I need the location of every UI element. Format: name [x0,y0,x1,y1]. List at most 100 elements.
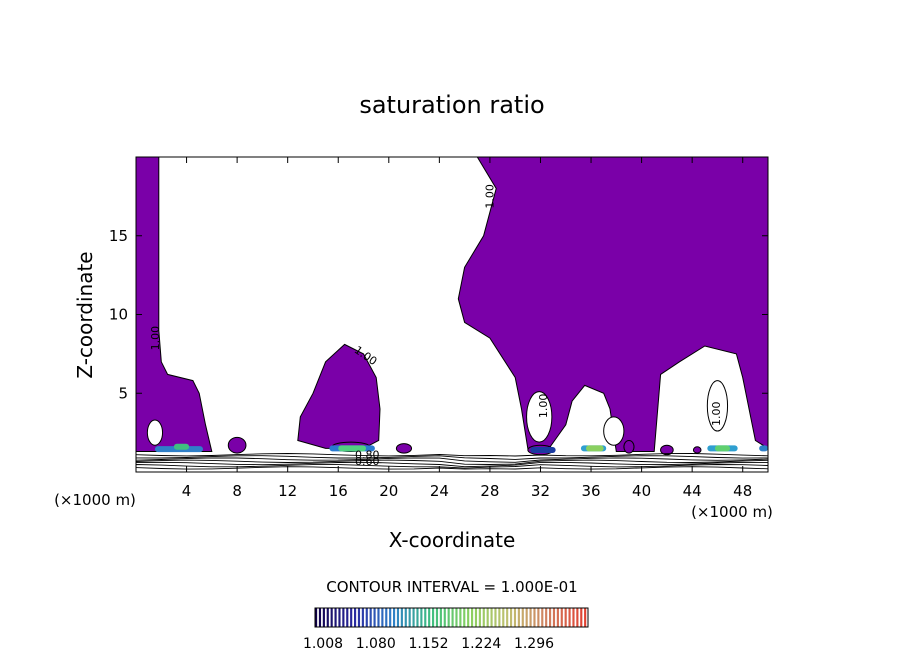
colorbar [314,607,589,628]
colorbar-stripe [322,608,325,627]
colorbar-ticks: 1.008 1.080 1.152 1.224 1.296 [303,636,554,652]
x-tick-label: 24 [430,482,449,500]
contour-label: 1.00 [537,394,550,419]
colorbar-tick-label: 1.152 [408,636,448,652]
colorbar-stripe [447,608,450,627]
colorbar-stripe [346,608,349,627]
contour-label: 1.00 [484,184,497,209]
colorbar-stripe [482,608,485,627]
x-tick-label: 4 [182,482,192,500]
colorbar-stripe [326,608,329,627]
colorbar-stripe [529,608,532,627]
colorbar-stripe [412,608,415,627]
x-tick-label: 16 [329,482,348,500]
colorbar-stripe [342,608,345,627]
surface-contour-line [135,455,769,460]
colorbar-stripe [354,608,357,627]
colorbar-stripe [525,608,528,627]
colorbar-stripe [533,608,536,627]
high-value-band [585,445,604,452]
colorbar-stripe [506,608,509,627]
colorbar-stripe [361,608,364,627]
colorbar-stripe [330,608,333,627]
colorbar-stripe [459,608,462,627]
colorbar-stripe [490,608,493,627]
colorbar-stripe [393,608,396,627]
contour-hole [603,416,625,446]
colorbar-stripe [389,608,392,627]
surface-contour-line [135,464,769,469]
colorbar-stripe [463,608,466,627]
y-tick-label: 15 [109,227,128,245]
colorbar-stripe [400,608,403,627]
contour-label: 0.60 [355,455,380,468]
contour-region-right-mass [457,156,769,453]
x-tick-label: 32 [531,482,550,500]
x-axis-unit-right: (×1000 m) [691,503,773,521]
surface-contour-line [135,459,769,465]
colorbar-stripe [517,608,520,627]
colorbar-stripe [564,608,567,627]
colorbar-stripe [478,608,481,627]
colorbar-stripe [373,608,376,627]
colorbar-stripe [357,608,361,627]
y-tick-label: 10 [109,306,128,324]
colorbar-stripe [334,608,337,627]
colorbar-stripe [552,608,556,627]
contour-label: 0.80 [355,449,380,462]
x-tick-label: 28 [480,482,499,500]
colorbar-stripe [494,608,497,627]
plot-area: 1.001.001.001.00 1.000.800.60 [135,156,769,473]
high-value-band [530,446,556,453]
x-tick-label: 48 [733,482,752,500]
colorbar-stripe [545,608,548,627]
colorbar-stripe [541,608,544,627]
contour-hole [526,391,553,443]
surface-contour-line [135,457,769,463]
contour-hole [706,380,729,432]
colorbar-stripe [315,608,318,627]
colorbar-stripe [432,608,435,627]
colorbar-stripe [439,608,442,627]
colorbar-stripe [350,608,353,627]
colorbar-stripe [435,608,439,627]
colorbar-stripe [420,608,423,627]
colorbar-stripe [318,608,322,627]
colorbar-stripe [396,608,400,627]
high-value-band [173,443,190,450]
colorbar-stripe [377,608,380,627]
contour-blob [395,443,413,454]
colorbar-stripe [568,608,571,627]
x-tick-label: 40 [632,482,651,500]
surface-contour-line [135,461,768,468]
colorbar-stripe [404,608,407,627]
colorbar-stripe [584,608,587,627]
contour-blob [692,446,702,454]
colorbar-stripe [416,608,419,627]
contour-blob [623,440,635,454]
colorbar-stripe [424,608,427,627]
colorbar-stripe [365,608,368,627]
x-axis-unit-left: (×1000 m) [54,491,136,509]
colorbar-stripe [381,608,384,627]
colorbar-stripe [408,608,411,627]
colorbar-tick-label: 1.008 [303,636,343,652]
colorbar-stripe [498,608,501,627]
x-axis-label: X-coordinate [389,528,516,552]
y-axis-ticks: 5 10 15 [109,227,768,402]
colorbar-stripe [572,608,575,627]
colorbar-stripe [467,608,470,627]
contour-blob [660,444,674,456]
surface-contour-line [135,453,769,457]
colorbar-stripe [455,608,458,627]
colorbar-stripe [502,608,505,627]
colorbar-stripe [486,608,489,627]
colorbar-frame [314,607,589,628]
x-tick-label: 8 [232,482,242,500]
colorbar-stripe [385,608,388,627]
colorbar-tick-label: 1.296 [514,636,554,652]
x-tick-label: 36 [581,482,600,500]
contour-label: 1.00 [149,326,162,351]
colorbar-stripe [537,608,540,627]
